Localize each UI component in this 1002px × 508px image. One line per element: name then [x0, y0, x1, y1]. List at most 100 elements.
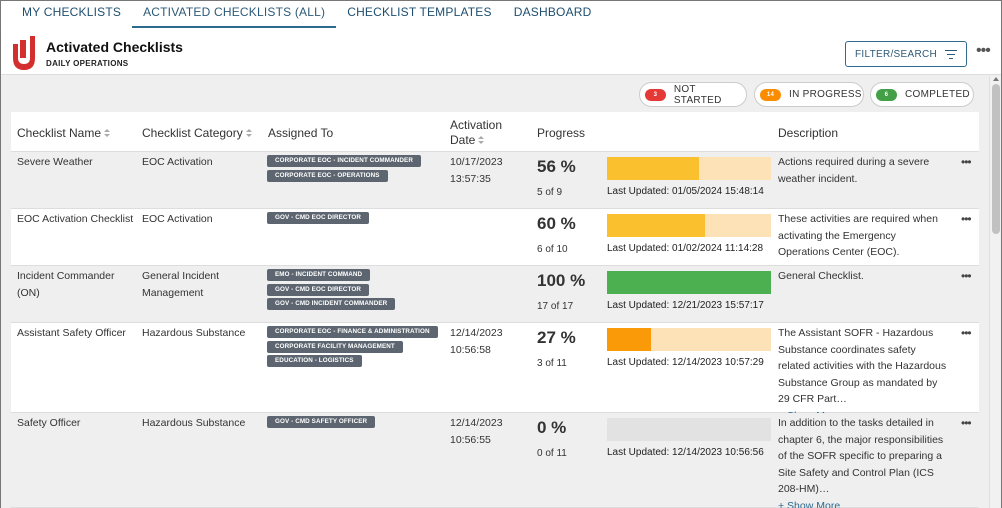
column-header-label: Date	[450, 133, 476, 147]
checklist-category: EOC Activation	[142, 213, 213, 225]
progress-bar	[607, 418, 771, 441]
description-text: These activities are required when activ…	[778, 213, 938, 258]
filter-search-button[interactable]: FILTER/SEARCH	[845, 41, 967, 67]
legend-completed[interactable]: 6 COMPLETED	[870, 82, 974, 107]
row-more-icon[interactable]: •••	[961, 269, 972, 283]
filter-icon	[945, 49, 958, 59]
sort-icon[interactable]	[104, 129, 111, 138]
checklist-category: Hazardous Substance	[142, 417, 246, 429]
checklist-name[interactable]: Assistant Safety Officer	[17, 327, 126, 339]
table-row[interactable]: Safety Officer Hazardous Substance GOV - C…	[11, 413, 979, 508]
progress-count: 3 of 11	[537, 358, 567, 369]
progress-bar-fill	[607, 214, 705, 237]
progress-percent: 100 %	[537, 271, 586, 290]
progress-bar-fill	[607, 157, 699, 180]
progress-count: 0 of 11	[537, 448, 567, 459]
row-more-icon[interactable]: •••	[961, 416, 972, 430]
logo-icon	[13, 36, 35, 70]
page-subtitle: DAILY OPERATIONS	[46, 59, 129, 68]
header-more-icon[interactable]: •••	[976, 42, 991, 59]
last-updated: Last Updated: 12/14/2023 10:57:29	[607, 357, 764, 368]
progress-bar	[607, 157, 771, 180]
assigned-role-badge: GOV - CMD EOC DIRECTOR	[267, 283, 370, 296]
column-header-progress: Progress	[537, 126, 586, 140]
progress-percent: 56 %	[537, 157, 576, 176]
column-header-label: Checklist Name	[17, 126, 102, 140]
column-header-activation-date[interactable]: Activation Date	[450, 118, 502, 148]
checklist-description: General Checklist.	[778, 268, 948, 285]
last-updated: Last Updated: 01/05/2024 15:48:14	[607, 186, 764, 197]
column-header-name[interactable]: Checklist Name	[17, 126, 111, 140]
table-row[interactable]: Assistant Safety Officer Hazardous Substa…	[11, 323, 979, 422]
scroll-up-arrow-icon[interactable]	[993, 77, 999, 81]
row-more-icon[interactable]: •••	[961, 155, 972, 169]
last-updated: Last Updated: 01/02/2024 11:14:28	[607, 243, 764, 254]
sort-icon[interactable]	[245, 129, 253, 138]
legend-count-badge: 14	[760, 88, 781, 101]
progress-percent: 60 %	[537, 214, 576, 233]
page-header: Activated Checklists DAILY OPERATIONS FI…	[1, 28, 1001, 75]
legend-in-progress[interactable]: 14 IN PROGRESS	[754, 82, 864, 107]
table-row[interactable]: Severe Weather EOC Activation CORPORATE EO…	[11, 152, 979, 209]
description-text: General Checklist.	[778, 270, 864, 282]
checklist-description: These activities are required when activ…	[778, 211, 948, 261]
show-more-link[interactable]: + Show More	[778, 499, 841, 508]
assigned-role-badge: EDUCATION - LOGISTICS	[267, 355, 362, 367]
progress-percent: 27 %	[537, 328, 576, 347]
checklist-description: Actions required during a severe weather…	[778, 154, 948, 187]
progress-bar	[607, 214, 771, 237]
sort-icon[interactable]	[478, 136, 485, 145]
checklist-category: General Incident Management	[142, 270, 220, 299]
progress-bar	[607, 328, 771, 351]
assigned-role-badge: GOV - CMD EOC DIRECTOR	[267, 212, 370, 224]
scrollbar-thumb[interactable]	[992, 84, 1000, 234]
legend-label: IN PROGRESS	[789, 89, 862, 100]
activation-date: 12/14/2023	[450, 327, 503, 339]
legend-not-started[interactable]: 3 NOT STARTED	[639, 82, 747, 107]
column-header-description: Description	[778, 126, 839, 140]
last-updated: Last Updated: 12/21/2023 15:57:17	[607, 300, 764, 311]
progress-percent: 0 %	[537, 418, 567, 437]
tab-activated-checklists[interactable]: ACTIVATED CHECKLISTS (ALL)	[132, 1, 337, 28]
tab-my-checklists[interactable]: MY CHECKLISTS	[22, 5, 122, 19]
checklist-description: In addition to the tasks detailed in cha…	[778, 415, 948, 508]
progress-bar-fill	[607, 271, 771, 294]
column-header-label: Checklist Category	[142, 126, 243, 140]
vertical-scrollbar[interactable]	[989, 76, 1001, 508]
table-row[interactable]: Incident Commander (ON) General Incident …	[11, 266, 979, 323]
tab-checklist-templates[interactable]: CHECKLIST TEMPLATES	[347, 5, 492, 19]
progress-count: 5 of 9	[537, 187, 563, 198]
activation-time: 13:57:35	[450, 173, 491, 185]
checklist-name[interactable]: EOC Activation Checklist	[17, 213, 134, 225]
row-more-icon[interactable]: •••	[961, 212, 972, 226]
tab-bar: MY CHECKLISTS ACTIVATED CHECKLISTS (ALL)…	[1, 1, 1001, 28]
checklist-description: The Assistant SOFR - Hazardous Substance…	[778, 325, 948, 424]
column-header-category[interactable]: Checklist Category	[142, 126, 253, 140]
assigned-role-badge: GOV - CMD INCIDENT COMMANDER	[267, 298, 396, 310]
page-title: Activated Checklists	[46, 39, 183, 55]
progress-count: 6 of 10	[537, 244, 568, 255]
row-more-icon[interactable]: •••	[961, 326, 972, 340]
progress-count: 17 of 17	[537, 301, 574, 312]
checklist-name[interactable]: Incident Commander (ON)	[17, 270, 115, 299]
description-text: The Assistant SOFR - Hazardous Substance…	[778, 327, 947, 405]
activation-date: 10/17/2023	[450, 156, 503, 168]
legend-label: NOT STARTED	[673, 83, 722, 106]
column-header-label: Activation	[450, 118, 503, 132]
description-text: Actions required during a severe weather…	[778, 156, 930, 185]
table-row[interactable]: EOC Activation Checklist EOC Activation GO…	[11, 209, 979, 266]
assigned-to-list: EMO - INCIDENT COMMAND GOV - CMD EOC DIRE…	[267, 269, 396, 313]
legend-label: COMPLETED	[905, 89, 970, 100]
table-header: Checklist Name Checklist Category Assign…	[11, 112, 979, 152]
filter-search-label: FILTER/SEARCH	[854, 48, 938, 60]
progress-bar	[607, 271, 771, 294]
assigned-role-badge: EMO - INCIDENT COMMAND	[267, 269, 371, 281]
assigned-role-badge: CORPORATE EOC - INCIDENT COMMANDER	[267, 155, 421, 167]
activation-date: 12/14/2023	[450, 417, 503, 429]
checklist-name[interactable]: Severe Weather	[17, 156, 93, 168]
legend-count-badge: 6	[876, 88, 897, 101]
checklist-name[interactable]: Safety Officer	[17, 417, 81, 429]
last-updated: Last Updated: 12/14/2023 10:56:56	[607, 447, 764, 458]
checklist-category: Hazardous Substance	[142, 327, 246, 339]
tab-dashboard[interactable]: DASHBOARD	[513, 5, 592, 19]
